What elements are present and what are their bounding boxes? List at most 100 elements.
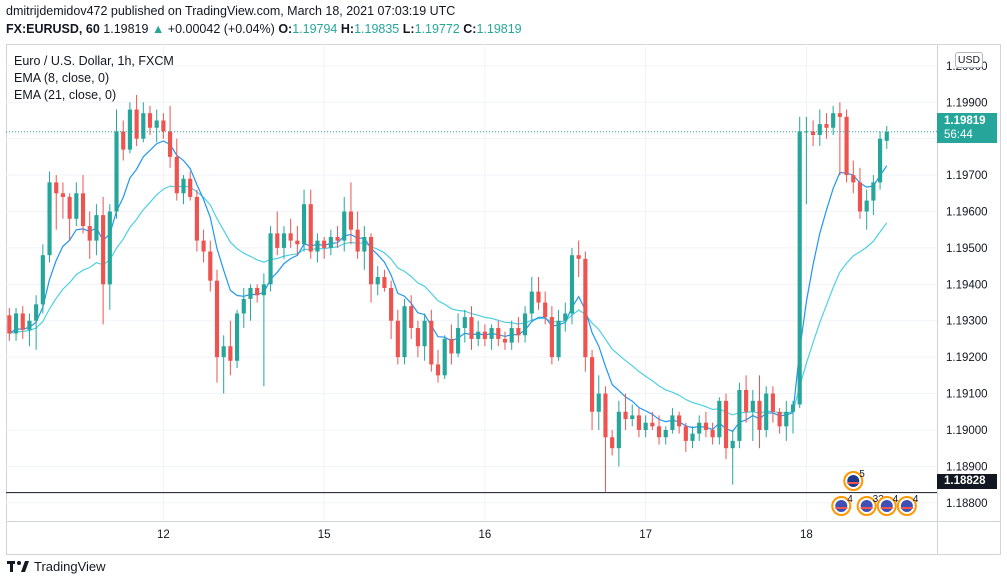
candle-body xyxy=(382,277,387,288)
candle xyxy=(697,415,702,441)
last-price: 1.19819 xyxy=(103,22,149,36)
candle-body xyxy=(703,422,709,430)
candle xyxy=(509,320,514,350)
candle-body xyxy=(683,426,688,441)
candle xyxy=(616,400,621,467)
candle xyxy=(54,175,59,230)
candle-body xyxy=(710,429,715,438)
price-axis-label: 1.19500 xyxy=(946,243,988,255)
ema21-line xyxy=(9,185,888,416)
candle-body xyxy=(288,233,293,241)
candle-body xyxy=(456,328,461,354)
candle xyxy=(415,320,420,358)
candle-body xyxy=(442,338,447,376)
candle-body xyxy=(389,287,394,321)
candle-body xyxy=(67,196,72,219)
candle-body xyxy=(13,313,19,334)
candle-body xyxy=(469,317,474,339)
candle xyxy=(469,306,474,350)
candle xyxy=(643,415,648,438)
candle-body xyxy=(811,131,816,136)
candle-body xyxy=(476,331,481,339)
legend-ema21[interactable]: EMA (21, close, 0) xyxy=(14,88,117,102)
symbol-label: FX:EURUSD, 60 xyxy=(6,22,100,36)
high-value: 1.19835 xyxy=(354,22,400,36)
event-marker: 5 xyxy=(843,469,865,491)
candle xyxy=(375,266,380,296)
flag-stripe xyxy=(847,482,860,484)
event-marker: 4 xyxy=(831,494,853,516)
candle xyxy=(7,307,12,341)
candle-body xyxy=(348,211,354,230)
candle xyxy=(884,125,889,149)
tradingview-logo-icon xyxy=(7,560,29,572)
candle xyxy=(241,287,246,329)
candle xyxy=(476,320,481,347)
candle-body xyxy=(281,233,287,248)
candle xyxy=(101,196,106,325)
candle xyxy=(114,109,119,219)
candle-body xyxy=(770,393,775,412)
candle-body xyxy=(663,429,668,438)
high-label: H: xyxy=(340,22,355,36)
event-markers: 5 4 33 4 4 xyxy=(831,469,919,516)
candle-body xyxy=(750,400,755,412)
time-axis-label: 18 xyxy=(800,529,813,541)
candle xyxy=(844,109,849,183)
candle xyxy=(516,317,521,343)
tradingview-logo[interactable]: TradingView xyxy=(6,559,106,574)
candle xyxy=(770,386,775,423)
candle-body xyxy=(429,320,434,365)
candle xyxy=(777,408,782,434)
candle-body xyxy=(268,233,273,285)
candle xyxy=(214,269,220,383)
current-price-value: 1.19819 xyxy=(944,115,986,127)
price-axis-label: 1.19600 xyxy=(946,206,988,218)
candles xyxy=(7,94,889,492)
candle-body xyxy=(489,328,494,339)
candle xyxy=(670,408,675,434)
candle xyxy=(248,284,253,321)
candle-body xyxy=(844,116,849,176)
candle-body xyxy=(60,193,66,197)
candle-body xyxy=(322,240,327,248)
time-axis-label: 16 xyxy=(478,529,491,541)
candle xyxy=(744,375,749,423)
candle-body xyxy=(127,109,132,150)
candle xyxy=(134,94,139,146)
candle xyxy=(74,182,79,227)
candle xyxy=(27,313,32,347)
candle xyxy=(174,138,179,201)
candle-body xyxy=(241,298,246,314)
event-marker-count: 4 xyxy=(893,494,899,505)
candle-body xyxy=(147,113,153,128)
candle xyxy=(502,331,508,350)
candle-body xyxy=(630,415,635,420)
candle-body xyxy=(569,255,575,314)
candle xyxy=(328,229,333,256)
candle-body xyxy=(509,328,514,343)
grid-lines xyxy=(6,44,937,521)
candle xyxy=(255,284,260,303)
currency-badge[interactable]: USD xyxy=(955,52,983,68)
candle-body xyxy=(415,328,420,347)
candle xyxy=(603,386,608,492)
candle xyxy=(871,175,876,216)
candle-body xyxy=(650,422,655,427)
candle xyxy=(228,320,233,376)
candle-body xyxy=(409,306,414,329)
candle xyxy=(335,226,340,248)
candle xyxy=(449,324,454,365)
candle xyxy=(717,397,722,445)
candle xyxy=(308,189,313,259)
price-chart[interactable]: 1.18800 1.18900 1.19000 1.19100 1.19200 1.193… xyxy=(6,44,1001,555)
candle xyxy=(690,426,695,449)
legend-ema8[interactable]: EMA (8, close, 0) xyxy=(14,71,110,85)
candle-body xyxy=(328,236,333,248)
candle-body xyxy=(543,302,548,318)
candle-body xyxy=(730,440,735,449)
candle xyxy=(610,429,615,456)
open-label: O: xyxy=(278,22,293,36)
candle-body xyxy=(871,182,876,201)
candle xyxy=(34,295,39,350)
